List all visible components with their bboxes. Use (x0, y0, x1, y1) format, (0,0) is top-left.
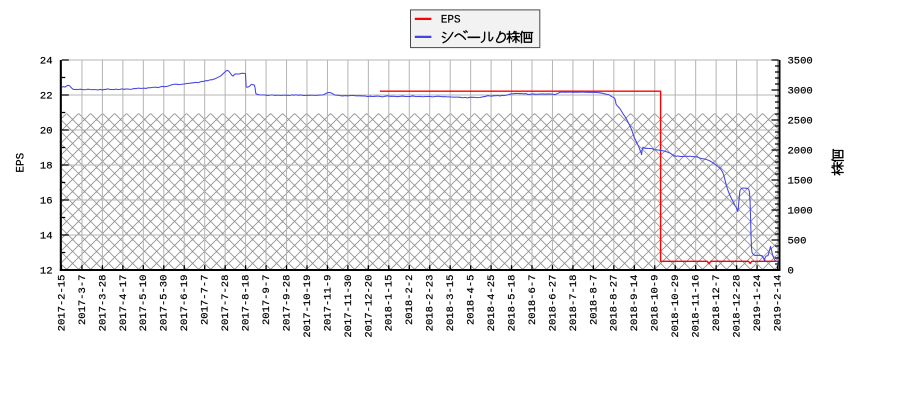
svg-text:2017-9-28: 2017-9-28 (281, 275, 293, 332)
svg-text:2017-8-18: 2017-8-18 (241, 275, 253, 332)
svg-text:20: 20 (40, 126, 53, 138)
svg-text:24: 24 (40, 56, 53, 68)
svg-text:2019-2-14: 2019-2-14 (772, 275, 784, 332)
svg-text:2018-2-23: 2018-2-23 (425, 275, 437, 332)
svg-text:500: 500 (788, 236, 807, 248)
svg-text:2018-6-7: 2018-6-7 (527, 275, 539, 325)
svg-text:2018-12-7: 2018-12-7 (711, 275, 723, 332)
svg-text:2017-10-19: 2017-10-19 (302, 275, 314, 338)
svg-text:2018-6-27: 2018-6-27 (547, 275, 559, 332)
svg-text:3000: 3000 (788, 86, 813, 98)
svg-text:2017-6-19: 2017-6-19 (179, 275, 191, 332)
svg-text:2017-11-9: 2017-11-9 (322, 275, 334, 332)
svg-text:EPS: EPS (15, 152, 27, 172)
svg-text:2017-12-20: 2017-12-20 (363, 275, 375, 338)
svg-text:14: 14 (40, 231, 53, 243)
svg-text:2017-11-30: 2017-11-30 (343, 275, 355, 338)
svg-text:1000: 1000 (788, 206, 813, 218)
svg-text:2017-7-28: 2017-7-28 (220, 275, 232, 332)
svg-text:2018-4-5: 2018-4-5 (466, 275, 478, 325)
svg-text:2017-9-7: 2017-9-7 (261, 275, 273, 325)
svg-text:2018-2-2: 2018-2-2 (404, 275, 416, 325)
svg-text:2018-12-28: 2018-12-28 (731, 275, 743, 338)
svg-text:18: 18 (40, 161, 53, 173)
svg-text:2018-5-18: 2018-5-18 (506, 275, 518, 332)
svg-text:2017-5-10: 2017-5-10 (138, 275, 150, 332)
svg-text:EPS: EPS (441, 14, 461, 26)
svg-text:2018-8-7: 2018-8-7 (588, 275, 600, 325)
svg-text:1500: 1500 (788, 176, 813, 188)
svg-text:2019-1-24: 2019-1-24 (752, 275, 764, 332)
svg-text:2500: 2500 (788, 116, 813, 128)
svg-text:12: 12 (40, 266, 53, 278)
svg-text:0: 0 (788, 266, 794, 278)
svg-text:2018-4-25: 2018-4-25 (486, 275, 498, 332)
svg-text:2018-8-27: 2018-8-27 (609, 275, 621, 332)
svg-text:2018-9-14: 2018-9-14 (629, 275, 641, 332)
svg-text:2017-3-7: 2017-3-7 (77, 275, 89, 325)
svg-text:2018-11-16: 2018-11-16 (691, 275, 703, 338)
svg-text:2018-10-9: 2018-10-9 (650, 275, 662, 332)
svg-text:3500: 3500 (788, 56, 813, 68)
svg-text:2017-2-15: 2017-2-15 (56, 275, 68, 332)
svg-text:2017-4-17: 2017-4-17 (118, 275, 130, 332)
svg-text:2018-7-18: 2018-7-18 (568, 275, 580, 332)
svg-text:2000: 2000 (788, 146, 813, 158)
svg-text:16: 16 (40, 196, 53, 208)
svg-text:2017-5-30: 2017-5-30 (159, 275, 171, 332)
svg-text:2018-1-15: 2018-1-15 (384, 275, 396, 332)
svg-text:22: 22 (40, 91, 53, 103)
svg-text:2017-3-28: 2017-3-28 (97, 275, 109, 332)
svg-text:2018-3-15: 2018-3-15 (445, 275, 457, 332)
svg-text:2018-10-29: 2018-10-29 (670, 275, 682, 338)
svg-text:2017-7-7: 2017-7-7 (200, 275, 212, 325)
